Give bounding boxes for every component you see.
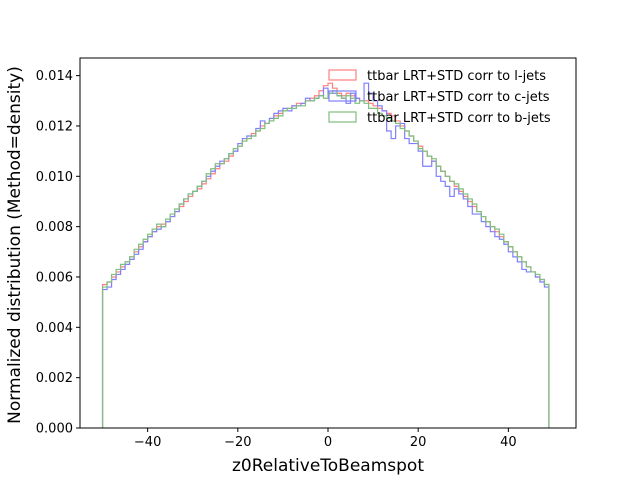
x-tick-label: −20 — [224, 435, 251, 450]
y-axis: 0.000 0.002 0.004 0.006 0.008 0.010 0.012 0.014 — [36, 69, 80, 437]
y-tick-label: 0.012 — [36, 119, 73, 134]
series-line-2 — [101, 90, 550, 428]
legend-swatch-2 — [328, 111, 357, 123]
x-tick-label: 0 — [324, 435, 332, 450]
legend-swatch-1 — [328, 90, 357, 102]
x-tick-label: −40 — [134, 435, 161, 450]
x-axis-label: z0RelativeToBeamspot — [232, 456, 424, 476]
legend-label-1: ttbar LRT+STD corr to c-jets — [367, 90, 550, 105]
legend-label-0: ttbar LRT+STD corr to l-jets — [367, 69, 546, 84]
legend-swatch-0 — [328, 69, 357, 81]
y-tick-label: 0.014 — [36, 69, 73, 84]
x-axis: −40 −20 0 20 40 — [134, 428, 517, 450]
series-line-0 — [101, 82, 550, 428]
legend-label-2: ttbar LRT+STD corr to b-jets — [367, 111, 551, 126]
y-tick-label: 0.008 — [36, 220, 73, 235]
series-layer — [101, 82, 550, 428]
y-axis-label: Normalized distribution (Method=density) — [5, 66, 25, 424]
x-tick-label: 20 — [410, 435, 427, 450]
legend: ttbar LRT+STD corr to l-jets ttbar LRT+ST… — [328, 69, 551, 126]
x-tick-label: 40 — [500, 435, 517, 450]
y-tick-label: 0.002 — [36, 371, 73, 386]
y-tick-label: 0.000 — [36, 422, 73, 437]
y-tick-label: 0.004 — [36, 321, 73, 336]
y-tick-label: 0.006 — [36, 270, 73, 285]
series-line-1 — [101, 82, 550, 428]
y-tick-label: 0.010 — [36, 170, 73, 185]
